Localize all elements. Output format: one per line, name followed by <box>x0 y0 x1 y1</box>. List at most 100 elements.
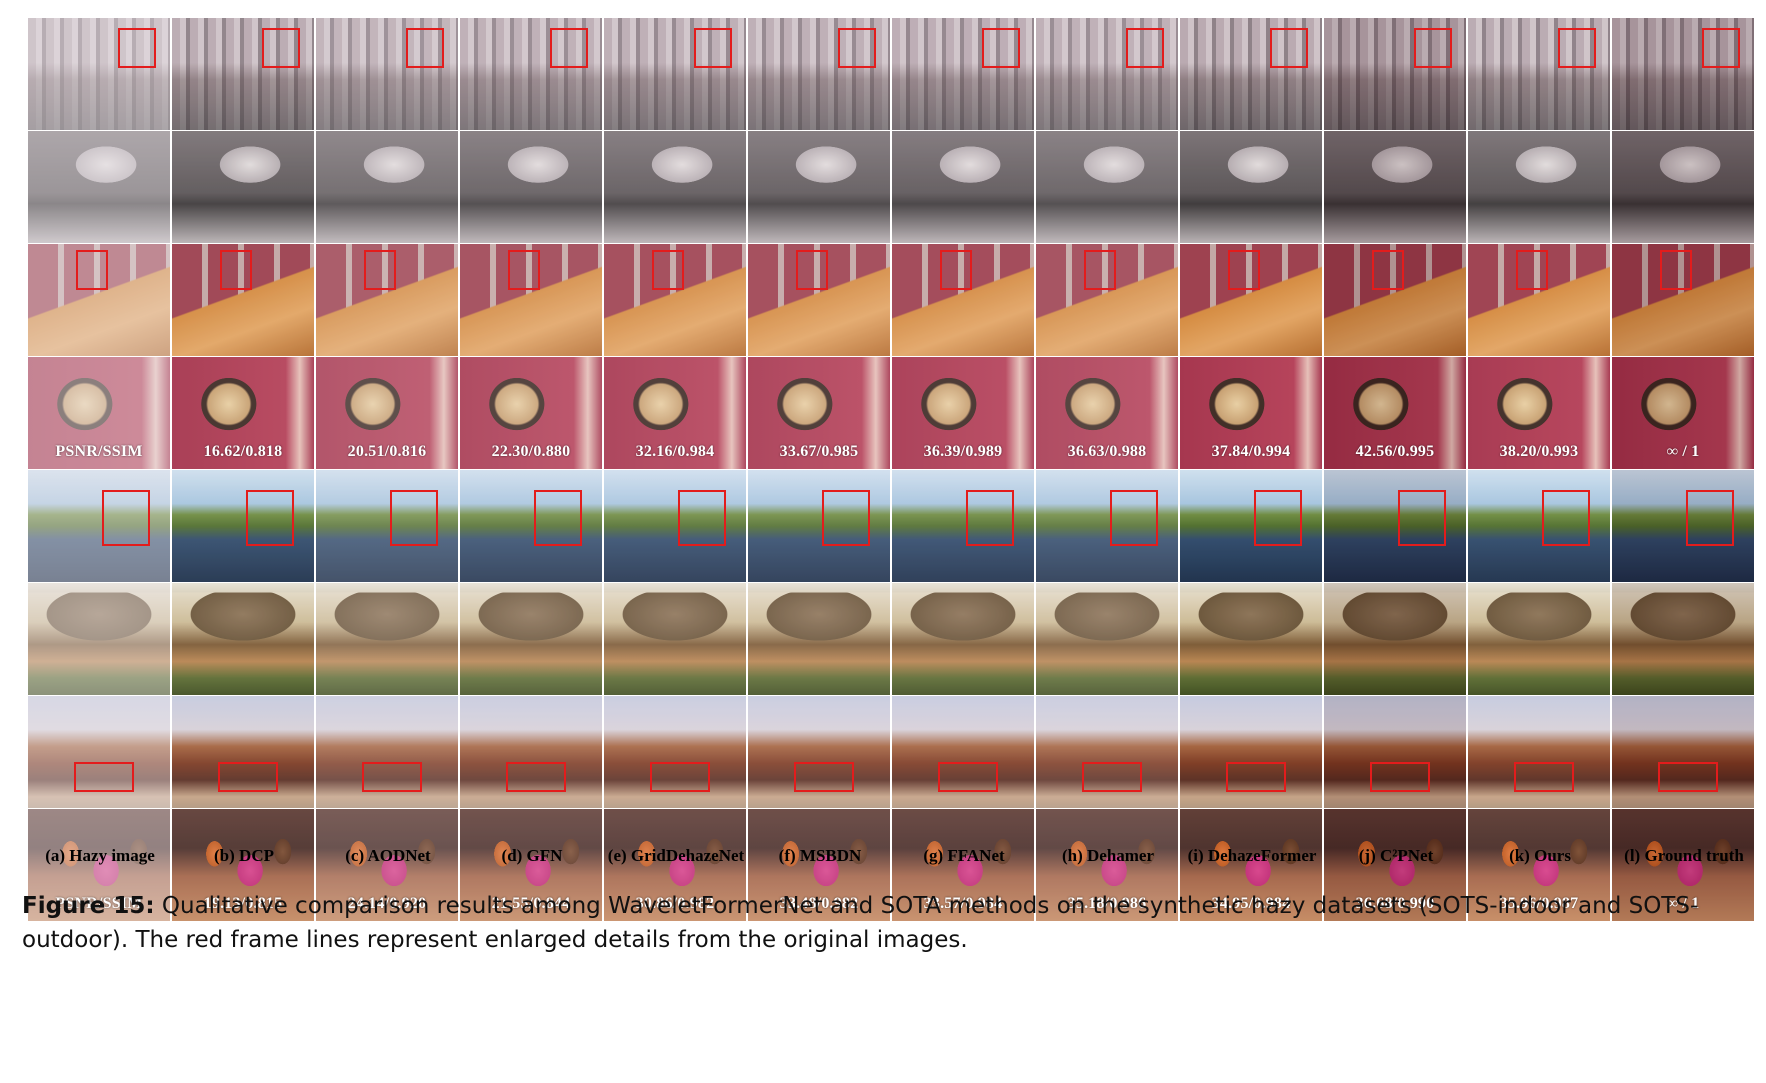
red-detail-frame <box>1270 28 1308 68</box>
red-detail-frame <box>506 762 566 792</box>
image-cell <box>460 244 602 356</box>
red-detail-frame <box>694 28 732 68</box>
haze-overlay <box>604 131 746 243</box>
image-cell <box>460 583 602 695</box>
image-cell: 33.67/0.985 <box>748 357 890 469</box>
contrast-overlay <box>1612 583 1754 695</box>
haze-overlay <box>1036 131 1178 243</box>
image-cell <box>1036 470 1178 582</box>
psnr-ssim-label: ∞ / 1 <box>1666 443 1700 460</box>
psnr-ssim-label: 33.67/0.985 <box>779 443 859 460</box>
red-detail-frame <box>1516 250 1548 290</box>
red-detail-frame <box>1558 28 1596 68</box>
figure-caption: Figure 15: Qualitative comparison result… <box>22 889 1752 957</box>
column-caption: (b) DCP <box>214 846 274 865</box>
image-cell <box>316 470 458 582</box>
image-cell <box>460 696 602 808</box>
column-caption: (e) GridDehazeNet <box>607 846 745 865</box>
haze-overlay <box>1036 583 1178 695</box>
image-cell: 37.84/0.994 <box>1180 357 1322 469</box>
comparison-image-grid: PSNR/SSIM 16.62/0.818 20.51/0.816 22.30/0.8… <box>28 18 1754 921</box>
column-captions: (a) Hazy image (b) DCP (c) AODNet (d) GFN (e… <box>28 846 1756 866</box>
figure-caption-text: Qualitative comparison results among Wav… <box>22 893 1699 953</box>
haze-overlay <box>1612 131 1754 243</box>
haze-overlay <box>1324 131 1466 243</box>
red-detail-frame <box>1228 250 1260 290</box>
image-cell: 22.30/0.880 <box>460 357 602 469</box>
red-detail-frame <box>246 490 294 546</box>
image-cell <box>1180 244 1322 356</box>
image-cell <box>1180 131 1322 243</box>
red-detail-frame <box>678 490 726 546</box>
column-caption: (j) C²PNet <box>1358 846 1434 865</box>
psnr-ssim-label: 36.63/0.988 <box>1067 443 1147 460</box>
haze-overlay <box>892 131 1034 243</box>
image-cell <box>1468 131 1610 243</box>
psnr-ssim-label: 33.57/0.984 <box>923 895 1003 912</box>
red-detail-frame <box>74 762 134 792</box>
red-detail-frame <box>364 250 396 290</box>
image-cell <box>1612 696 1754 808</box>
image-cell <box>460 470 602 582</box>
psnr-ssim-label: 36.68/0.990 <box>1355 895 1435 912</box>
column-caption: (d) GFN <box>501 846 563 865</box>
image-cell <box>1036 244 1178 356</box>
column-caption: (k) Ours <box>1509 846 1571 865</box>
image-cell <box>28 244 170 356</box>
image-cell: 36.39/0.989 <box>892 357 1034 469</box>
red-detail-frame <box>362 762 422 792</box>
red-detail-frame <box>1226 762 1286 792</box>
red-detail-frame <box>838 28 876 68</box>
red-detail-frame <box>796 250 828 290</box>
red-detail-frame <box>1398 490 1446 546</box>
image-cell: ∞ / 1 <box>1612 357 1754 469</box>
red-detail-frame <box>550 28 588 68</box>
column-caption: (f) MSBDN <box>778 846 862 865</box>
red-detail-frame <box>76 250 108 290</box>
column-caption: (g) FFANet <box>923 846 1005 865</box>
image-cell <box>1612 583 1754 695</box>
psnr-ssim-label: ∞ / 1 <box>1666 895 1700 912</box>
red-detail-frame <box>508 250 540 290</box>
red-detail-frame <box>262 28 300 68</box>
contrast-overlay <box>1324 131 1466 243</box>
red-detail-frame <box>1082 762 1142 792</box>
image-cell <box>172 131 314 243</box>
image-cell <box>316 18 458 130</box>
psnr-ssim-label: 19.13/0.815 <box>203 895 283 912</box>
image-cell <box>28 131 170 243</box>
image-cell <box>1036 583 1178 695</box>
red-detail-frame <box>1686 490 1734 546</box>
psnr-ssim-label: 35.96/0.987 <box>1499 895 1579 912</box>
column-caption: (c) AODNet <box>345 846 431 865</box>
red-detail-frame <box>1414 28 1452 68</box>
image-cell <box>172 470 314 582</box>
haze-overlay <box>1468 583 1610 695</box>
psnr-ssim-label: PSNR/SSIM <box>55 895 143 912</box>
red-detail-frame <box>534 490 582 546</box>
red-detail-frame <box>794 762 854 792</box>
red-detail-frame <box>1372 250 1404 290</box>
red-detail-frame <box>652 250 684 290</box>
red-detail-frame <box>1658 762 1718 792</box>
image-cell <box>892 470 1034 582</box>
haze-overlay <box>316 131 458 243</box>
image-cell <box>892 244 1034 356</box>
haze-overlay <box>1324 583 1466 695</box>
red-detail-frame <box>1702 28 1740 68</box>
image-cell <box>1324 470 1466 582</box>
image-cell <box>1612 244 1754 356</box>
image-cell <box>1468 583 1610 695</box>
image-cell <box>1612 18 1754 130</box>
image-cell <box>1612 131 1754 243</box>
image-cell <box>316 244 458 356</box>
red-detail-frame <box>940 250 972 290</box>
red-detail-frame <box>218 762 278 792</box>
red-detail-frame <box>650 762 710 792</box>
image-cell <box>1180 583 1322 695</box>
image-cell <box>172 244 314 356</box>
image-cell: 42.56/0.995 <box>1324 357 1466 469</box>
red-detail-frame <box>406 28 444 68</box>
red-detail-frame <box>220 250 252 290</box>
image-cell <box>1036 696 1178 808</box>
